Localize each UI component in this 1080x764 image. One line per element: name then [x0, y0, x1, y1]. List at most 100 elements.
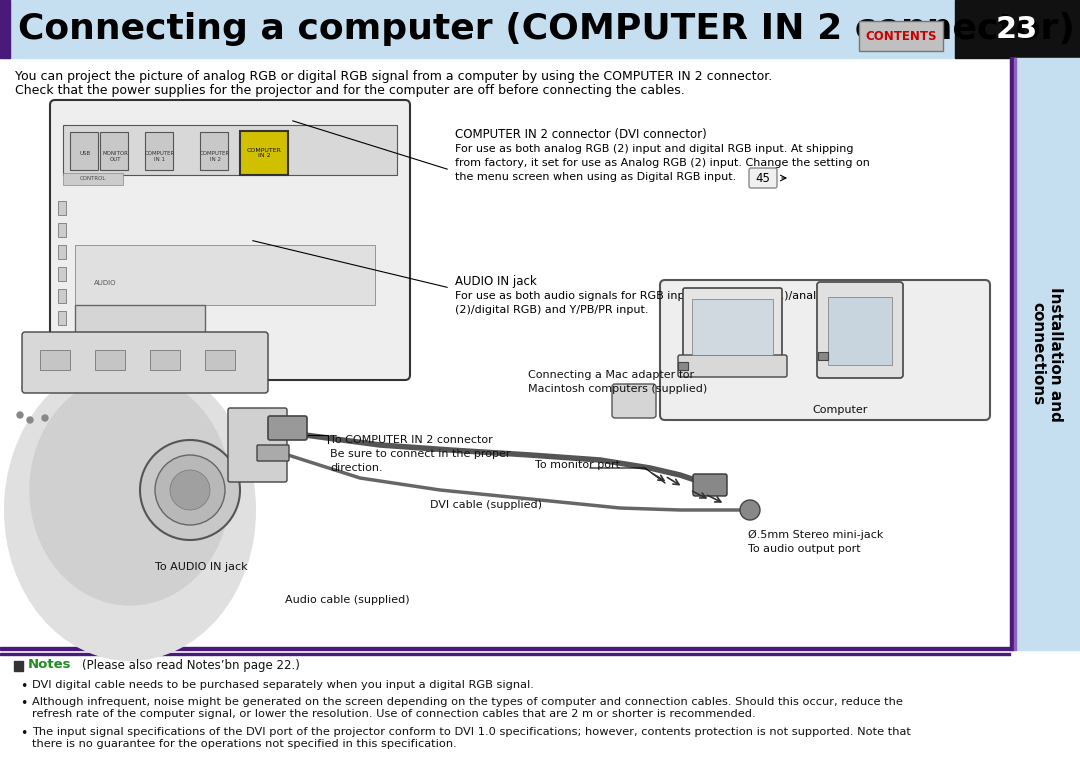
Text: USB: USB	[80, 151, 91, 156]
Bar	[100, 132, 129, 170]
Circle shape	[147, 340, 163, 356]
Text: To COMPUTER IN 2 connector: To COMPUTER IN 2 connector	[330, 435, 492, 445]
Circle shape	[42, 415, 48, 421]
Bar	[150, 350, 180, 370]
Bar	[58, 223, 66, 237]
Text: Audio cable (supplied): Audio cable (supplied)	[285, 595, 409, 605]
Bar	[75, 305, 205, 365]
Text: CONTROL: CONTROL	[80, 176, 106, 182]
Text: the menu screen when using as Digital RGB input.: the menu screen when using as Digital RG…	[455, 172, 737, 182]
Text: For use as both audio signals for RGB input (analog RGB (1)/analog RGB: For use as both audio signals for RGB in…	[455, 291, 858, 301]
Bar	[0, 652, 1010, 655]
FancyBboxPatch shape	[612, 384, 656, 418]
Text: COMPUTER IN 2 connector (DVI connector): COMPUTER IN 2 connector (DVI connector)	[455, 128, 706, 141]
Text: Although infrequent, noise might be generated on the screen depending on the typ: Although infrequent, noise might be gene…	[32, 697, 903, 719]
Text: Be sure to connect in the proper: Be sure to connect in the proper	[330, 449, 511, 459]
Text: To audio output port: To audio output port	[748, 544, 861, 554]
Text: MONITOR
OUT: MONITOR OUT	[103, 151, 127, 162]
Bar	[692, 299, 773, 355]
FancyBboxPatch shape	[859, 21, 943, 51]
Bar	[75, 245, 375, 305]
FancyBboxPatch shape	[678, 355, 787, 377]
Bar	[828, 297, 892, 365]
Text: DVI cable (supplied): DVI cable (supplied)	[430, 500, 542, 510]
FancyBboxPatch shape	[816, 282, 903, 378]
FancyBboxPatch shape	[268, 416, 307, 440]
Ellipse shape	[5, 360, 255, 660]
Text: Connecting a computer (COMPUTER IN 2 connector): Connecting a computer (COMPUTER IN 2 con…	[18, 12, 1075, 46]
Ellipse shape	[30, 375, 230, 605]
FancyBboxPatch shape	[228, 408, 287, 482]
Bar	[58, 311, 66, 325]
Text: The input signal specifications of the DVI port of the projector conform to DVI : The input signal specifications of the D…	[32, 727, 910, 749]
Bar	[145, 132, 173, 170]
Bar	[0, 647, 1010, 650]
Circle shape	[27, 417, 33, 423]
Circle shape	[17, 412, 23, 418]
Bar	[58, 267, 66, 281]
Text: To AUDIO IN jack: To AUDIO IN jack	[156, 562, 247, 572]
Bar	[58, 201, 66, 215]
Text: Notes: Notes	[28, 659, 71, 672]
FancyBboxPatch shape	[257, 445, 289, 461]
Text: COMPUTER
IN 2: COMPUTER IN 2	[246, 147, 282, 158]
Circle shape	[740, 500, 760, 520]
Text: •: •	[21, 680, 27, 693]
Text: DVI digital cable needs to be purchased separately when you input a digital RGB : DVI digital cable needs to be purchased …	[32, 680, 534, 690]
Bar	[63, 173, 123, 185]
Bar	[205, 350, 235, 370]
Text: (2)/digital RGB) and Y/PB/PR input.: (2)/digital RGB) and Y/PB/PR input.	[455, 305, 648, 315]
Text: Installation and
connections: Installation and connections	[1030, 286, 1063, 422]
Text: Computer: Computer	[812, 405, 867, 415]
Bar	[200, 132, 228, 170]
Bar	[58, 289, 66, 303]
Text: Check that the power supplies for the projector and for the computer are off bef: Check that the power supplies for the pr…	[15, 84, 685, 97]
Text: •: •	[21, 727, 27, 740]
Text: direction.: direction.	[330, 463, 382, 473]
Text: For use as both analog RGB (2) input and digital RGB input. At shipping: For use as both analog RGB (2) input and…	[455, 144, 853, 154]
FancyBboxPatch shape	[660, 280, 990, 420]
Text: To monitor port: To monitor port	[535, 460, 620, 470]
Circle shape	[156, 455, 225, 525]
Bar	[1010, 58, 1080, 650]
Bar	[1014, 58, 1016, 650]
Bar	[95, 350, 125, 370]
Bar	[40, 350, 70, 370]
Circle shape	[197, 340, 213, 356]
Bar	[818, 352, 828, 360]
Text: COMPUTER
IN 1: COMPUTER IN 1	[145, 151, 175, 162]
Text: AUDIO IN jack: AUDIO IN jack	[455, 275, 537, 288]
Circle shape	[91, 339, 109, 357]
Text: •: •	[21, 697, 27, 710]
Bar	[58, 245, 66, 259]
Bar	[0, 0, 10, 58]
Circle shape	[140, 440, 240, 540]
FancyBboxPatch shape	[22, 332, 268, 393]
Text: (Please also read Notes’bn page 22.): (Please also read Notes’bn page 22.)	[82, 659, 300, 672]
Bar	[63, 125, 397, 175]
Circle shape	[122, 340, 138, 356]
Text: Connecting a Mac adapter for: Connecting a Mac adapter for	[528, 370, 694, 380]
Bar	[955, 0, 1080, 58]
Text: from factory, it set for use as Analog RGB (2) input. Change the setting on: from factory, it set for use as Analog R…	[455, 158, 869, 168]
FancyBboxPatch shape	[750, 168, 777, 188]
Bar	[70, 132, 98, 170]
Bar	[1010, 58, 1014, 650]
Text: 45: 45	[756, 171, 770, 184]
FancyBboxPatch shape	[683, 288, 782, 362]
Text: CONTENTS: CONTENTS	[865, 30, 936, 43]
Text: AUDIO: AUDIO	[94, 280, 117, 286]
FancyBboxPatch shape	[693, 474, 727, 496]
Text: Macintosh computers (supplied): Macintosh computers (supplied)	[528, 384, 707, 394]
Text: COMPUTER
IN 2: COMPUTER IN 2	[200, 151, 230, 162]
Text: 23: 23	[996, 15, 1038, 44]
Circle shape	[172, 340, 188, 356]
Circle shape	[170, 470, 210, 510]
Bar	[240, 131, 288, 175]
FancyBboxPatch shape	[50, 100, 410, 380]
Bar	[0, 0, 955, 58]
Bar	[678, 362, 688, 370]
Text: You can project the picture of analog RGB or digital RGB signal from a computer : You can project the picture of analog RG…	[15, 70, 772, 83]
Bar	[14, 661, 23, 671]
Text: Ø.5mm Stereo mini-jack: Ø.5mm Stereo mini-jack	[748, 530, 883, 540]
